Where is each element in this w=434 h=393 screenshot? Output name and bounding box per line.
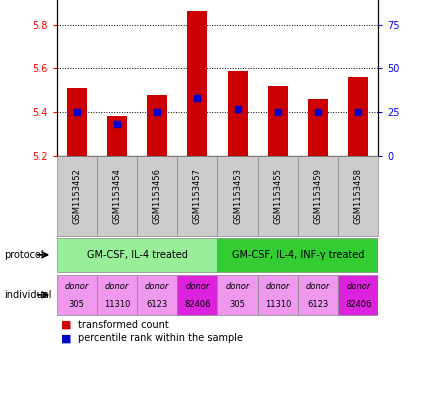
- Text: 305: 305: [69, 299, 84, 309]
- Bar: [107, 116, 127, 156]
- Text: 6123: 6123: [146, 299, 168, 309]
- Text: 11310: 11310: [103, 299, 130, 309]
- Text: donor: donor: [185, 282, 209, 291]
- Bar: [227, 70, 247, 156]
- Bar: [338, 275, 378, 315]
- Bar: [137, 275, 177, 315]
- Text: GSM1153452: GSM1153452: [72, 168, 81, 224]
- Bar: [297, 275, 338, 315]
- Bar: [96, 275, 137, 315]
- Text: GSM1153455: GSM1153455: [273, 168, 282, 224]
- Bar: [257, 275, 297, 315]
- Text: 6123: 6123: [307, 299, 328, 309]
- Text: donor: donor: [345, 282, 370, 291]
- Text: protocol: protocol: [4, 250, 44, 260]
- Text: 11310: 11310: [264, 299, 290, 309]
- Text: donor: donor: [64, 282, 89, 291]
- Bar: [56, 156, 97, 236]
- Bar: [297, 156, 338, 236]
- Text: 82406: 82406: [344, 299, 371, 309]
- Bar: [66, 88, 86, 156]
- Bar: [147, 95, 167, 156]
- Bar: [217, 156, 257, 236]
- Text: GSM1153457: GSM1153457: [192, 168, 201, 224]
- Bar: [177, 275, 217, 315]
- Text: donor: donor: [305, 282, 329, 291]
- Text: ■: ■: [61, 320, 71, 330]
- Text: donor: donor: [105, 282, 129, 291]
- Text: transformed count: transformed count: [78, 320, 169, 330]
- Text: GSM1153453: GSM1153453: [233, 168, 242, 224]
- Bar: [267, 86, 287, 156]
- Text: GM-CSF, IL-4 treated: GM-CSF, IL-4 treated: [86, 250, 187, 260]
- Text: GM-CSF, IL-4, INF-γ treated: GM-CSF, IL-4, INF-γ treated: [231, 250, 363, 260]
- Text: GSM1153458: GSM1153458: [353, 168, 362, 224]
- Bar: [257, 156, 297, 236]
- Text: GSM1153456: GSM1153456: [152, 168, 161, 224]
- Text: donor: donor: [265, 282, 289, 291]
- Bar: [187, 11, 207, 156]
- Text: individual: individual: [4, 290, 52, 300]
- Text: donor: donor: [145, 282, 169, 291]
- Bar: [56, 275, 97, 315]
- Text: GSM1153454: GSM1153454: [112, 168, 121, 224]
- Bar: [348, 77, 368, 156]
- Bar: [338, 156, 378, 236]
- Text: 82406: 82406: [184, 299, 210, 309]
- Text: GSM1153459: GSM1153459: [313, 168, 322, 224]
- Bar: [177, 156, 217, 236]
- Bar: [137, 156, 177, 236]
- Text: donor: donor: [225, 282, 249, 291]
- Bar: [307, 99, 327, 156]
- Bar: [217, 275, 257, 315]
- Text: percentile rank within the sample: percentile rank within the sample: [78, 333, 243, 343]
- Text: 305: 305: [229, 299, 245, 309]
- Text: ■: ■: [61, 333, 71, 343]
- Bar: [56, 238, 217, 272]
- Bar: [96, 156, 137, 236]
- Bar: [217, 238, 378, 272]
